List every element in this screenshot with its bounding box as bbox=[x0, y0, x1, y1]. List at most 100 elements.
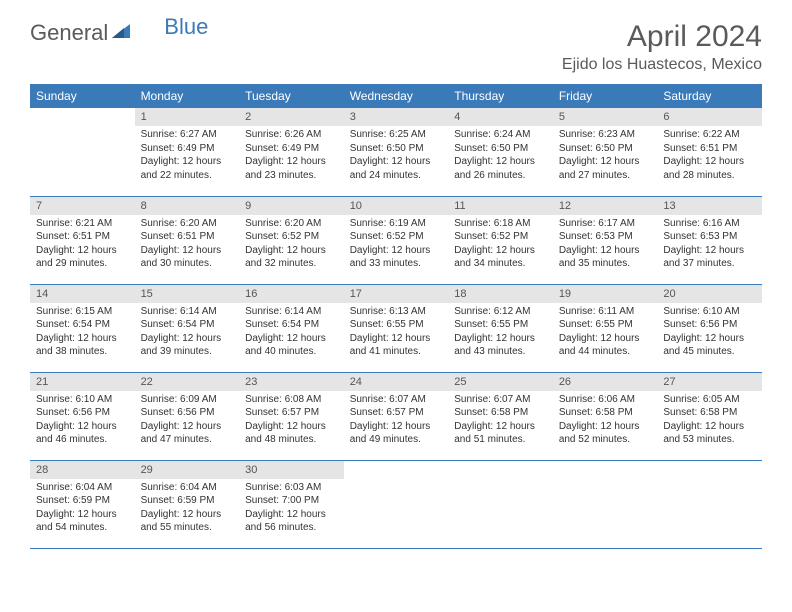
calendar-cell bbox=[448, 460, 553, 548]
day-number: 25 bbox=[448, 373, 553, 391]
day-content: Sunrise: 6:27 AMSunset: 6:49 PMDaylight:… bbox=[135, 126, 240, 186]
day-header: Wednesday bbox=[344, 84, 449, 108]
day-number: 24 bbox=[344, 373, 449, 391]
day-content: Sunrise: 6:20 AMSunset: 6:52 PMDaylight:… bbox=[239, 215, 344, 275]
calendar-week-row: 14Sunrise: 6:15 AMSunset: 6:54 PMDayligh… bbox=[30, 284, 762, 372]
day-header: Monday bbox=[135, 84, 240, 108]
day-number: 22 bbox=[135, 373, 240, 391]
calendar-week-row: 1Sunrise: 6:27 AMSunset: 6:49 PMDaylight… bbox=[30, 108, 762, 196]
calendar-cell: 7Sunrise: 6:21 AMSunset: 6:51 PMDaylight… bbox=[30, 196, 135, 284]
logo-text-blue: Blue bbox=[164, 14, 208, 40]
day-header: Friday bbox=[553, 84, 658, 108]
day-content: Sunrise: 6:13 AMSunset: 6:55 PMDaylight:… bbox=[344, 303, 449, 363]
day-header: Sunday bbox=[30, 84, 135, 108]
day-number: 23 bbox=[239, 373, 344, 391]
calendar-cell: 15Sunrise: 6:14 AMSunset: 6:54 PMDayligh… bbox=[135, 284, 240, 372]
month-title: April 2024 bbox=[562, 20, 762, 54]
calendar-cell bbox=[344, 460, 449, 548]
day-header: Tuesday bbox=[239, 84, 344, 108]
day-content: Sunrise: 6:24 AMSunset: 6:50 PMDaylight:… bbox=[448, 126, 553, 186]
calendar-cell: 26Sunrise: 6:06 AMSunset: 6:58 PMDayligh… bbox=[553, 372, 658, 460]
calendar-cell: 13Sunrise: 6:16 AMSunset: 6:53 PMDayligh… bbox=[657, 196, 762, 284]
day-number: 7 bbox=[30, 197, 135, 215]
calendar-cell: 16Sunrise: 6:14 AMSunset: 6:54 PMDayligh… bbox=[239, 284, 344, 372]
calendar-cell: 9Sunrise: 6:20 AMSunset: 6:52 PMDaylight… bbox=[239, 196, 344, 284]
day-content: Sunrise: 6:16 AMSunset: 6:53 PMDaylight:… bbox=[657, 215, 762, 275]
logo: General Blue bbox=[30, 20, 208, 46]
day-number: 18 bbox=[448, 285, 553, 303]
day-content: Sunrise: 6:04 AMSunset: 6:59 PMDaylight:… bbox=[30, 479, 135, 539]
day-content: Sunrise: 6:05 AMSunset: 6:58 PMDaylight:… bbox=[657, 391, 762, 451]
calendar-cell: 19Sunrise: 6:11 AMSunset: 6:55 PMDayligh… bbox=[553, 284, 658, 372]
calendar-cell: 8Sunrise: 6:20 AMSunset: 6:51 PMDaylight… bbox=[135, 196, 240, 284]
day-number: 5 bbox=[553, 108, 658, 126]
calendar-cell: 21Sunrise: 6:10 AMSunset: 6:56 PMDayligh… bbox=[30, 372, 135, 460]
day-number: 13 bbox=[657, 197, 762, 215]
day-content: Sunrise: 6:14 AMSunset: 6:54 PMDaylight:… bbox=[239, 303, 344, 363]
calendar-cell: 17Sunrise: 6:13 AMSunset: 6:55 PMDayligh… bbox=[344, 284, 449, 372]
calendar-cell: 14Sunrise: 6:15 AMSunset: 6:54 PMDayligh… bbox=[30, 284, 135, 372]
day-content: Sunrise: 6:26 AMSunset: 6:49 PMDaylight:… bbox=[239, 126, 344, 186]
calendar-cell bbox=[553, 460, 658, 548]
calendar-cell: 18Sunrise: 6:12 AMSunset: 6:55 PMDayligh… bbox=[448, 284, 553, 372]
day-content: Sunrise: 6:22 AMSunset: 6:51 PMDaylight:… bbox=[657, 126, 762, 186]
day-content: Sunrise: 6:09 AMSunset: 6:56 PMDaylight:… bbox=[135, 391, 240, 451]
title-block: April 2024 Ejido los Huastecos, Mexico bbox=[562, 20, 762, 74]
day-content: Sunrise: 6:11 AMSunset: 6:55 PMDaylight:… bbox=[553, 303, 658, 363]
day-number: 11 bbox=[448, 197, 553, 215]
day-content: Sunrise: 6:03 AMSunset: 7:00 PMDaylight:… bbox=[239, 479, 344, 539]
calendar-cell: 12Sunrise: 6:17 AMSunset: 6:53 PMDayligh… bbox=[553, 196, 658, 284]
calendar-cell: 4Sunrise: 6:24 AMSunset: 6:50 PMDaylight… bbox=[448, 108, 553, 196]
day-number: 2 bbox=[239, 108, 344, 126]
calendar-cell: 11Sunrise: 6:18 AMSunset: 6:52 PMDayligh… bbox=[448, 196, 553, 284]
day-number: 8 bbox=[135, 197, 240, 215]
calendar-cell: 22Sunrise: 6:09 AMSunset: 6:56 PMDayligh… bbox=[135, 372, 240, 460]
calendar-cell: 25Sunrise: 6:07 AMSunset: 6:58 PMDayligh… bbox=[448, 372, 553, 460]
day-number: 15 bbox=[135, 285, 240, 303]
day-number: 20 bbox=[657, 285, 762, 303]
day-content: Sunrise: 6:15 AMSunset: 6:54 PMDaylight:… bbox=[30, 303, 135, 363]
calendar-cell: 23Sunrise: 6:08 AMSunset: 6:57 PMDayligh… bbox=[239, 372, 344, 460]
calendar-cell bbox=[657, 460, 762, 548]
logo-text-general: General bbox=[30, 20, 108, 46]
calendar-cell: 28Sunrise: 6:04 AMSunset: 6:59 PMDayligh… bbox=[30, 460, 135, 548]
day-number: 29 bbox=[135, 461, 240, 479]
day-number: 1 bbox=[135, 108, 240, 126]
calendar-cell: 1Sunrise: 6:27 AMSunset: 6:49 PMDaylight… bbox=[135, 108, 240, 196]
day-number: 6 bbox=[657, 108, 762, 126]
calendar-cell: 6Sunrise: 6:22 AMSunset: 6:51 PMDaylight… bbox=[657, 108, 762, 196]
day-content: Sunrise: 6:10 AMSunset: 6:56 PMDaylight:… bbox=[657, 303, 762, 363]
calendar-cell: 3Sunrise: 6:25 AMSunset: 6:50 PMDaylight… bbox=[344, 108, 449, 196]
day-number: 14 bbox=[30, 285, 135, 303]
day-number: 21 bbox=[30, 373, 135, 391]
calendar-body: 1Sunrise: 6:27 AMSunset: 6:49 PMDaylight… bbox=[30, 108, 762, 548]
day-content: Sunrise: 6:04 AMSunset: 6:59 PMDaylight:… bbox=[135, 479, 240, 539]
day-number: 30 bbox=[239, 461, 344, 479]
day-number: 17 bbox=[344, 285, 449, 303]
day-content: Sunrise: 6:21 AMSunset: 6:51 PMDaylight:… bbox=[30, 215, 135, 275]
day-content: Sunrise: 6:10 AMSunset: 6:56 PMDaylight:… bbox=[30, 391, 135, 451]
day-content: Sunrise: 6:19 AMSunset: 6:52 PMDaylight:… bbox=[344, 215, 449, 275]
day-content: Sunrise: 6:17 AMSunset: 6:53 PMDaylight:… bbox=[553, 215, 658, 275]
day-number: 26 bbox=[553, 373, 658, 391]
day-number: 3 bbox=[344, 108, 449, 126]
day-content: Sunrise: 6:06 AMSunset: 6:58 PMDaylight:… bbox=[553, 391, 658, 451]
day-number: 9 bbox=[239, 197, 344, 215]
day-content: Sunrise: 6:23 AMSunset: 6:50 PMDaylight:… bbox=[553, 126, 658, 186]
day-content: Sunrise: 6:25 AMSunset: 6:50 PMDaylight:… bbox=[344, 126, 449, 186]
header: General Blue April 2024 Ejido los Huaste… bbox=[0, 0, 792, 84]
day-number: 16 bbox=[239, 285, 344, 303]
day-number: 28 bbox=[30, 461, 135, 479]
calendar-header-row: SundayMondayTuesdayWednesdayThursdayFrid… bbox=[30, 84, 762, 108]
calendar-week-row: 28Sunrise: 6:04 AMSunset: 6:59 PMDayligh… bbox=[30, 460, 762, 548]
day-number: 27 bbox=[657, 373, 762, 391]
calendar-cell: 27Sunrise: 6:05 AMSunset: 6:58 PMDayligh… bbox=[657, 372, 762, 460]
day-number: 19 bbox=[553, 285, 658, 303]
location: Ejido los Huastecos, Mexico bbox=[562, 56, 762, 74]
calendar-cell: 24Sunrise: 6:07 AMSunset: 6:57 PMDayligh… bbox=[344, 372, 449, 460]
logo-triangle-icon bbox=[110, 22, 132, 45]
calendar-cell: 5Sunrise: 6:23 AMSunset: 6:50 PMDaylight… bbox=[553, 108, 658, 196]
day-number: 4 bbox=[448, 108, 553, 126]
calendar-cell: 30Sunrise: 6:03 AMSunset: 7:00 PMDayligh… bbox=[239, 460, 344, 548]
calendar-table: SundayMondayTuesdayWednesdayThursdayFrid… bbox=[30, 84, 762, 549]
